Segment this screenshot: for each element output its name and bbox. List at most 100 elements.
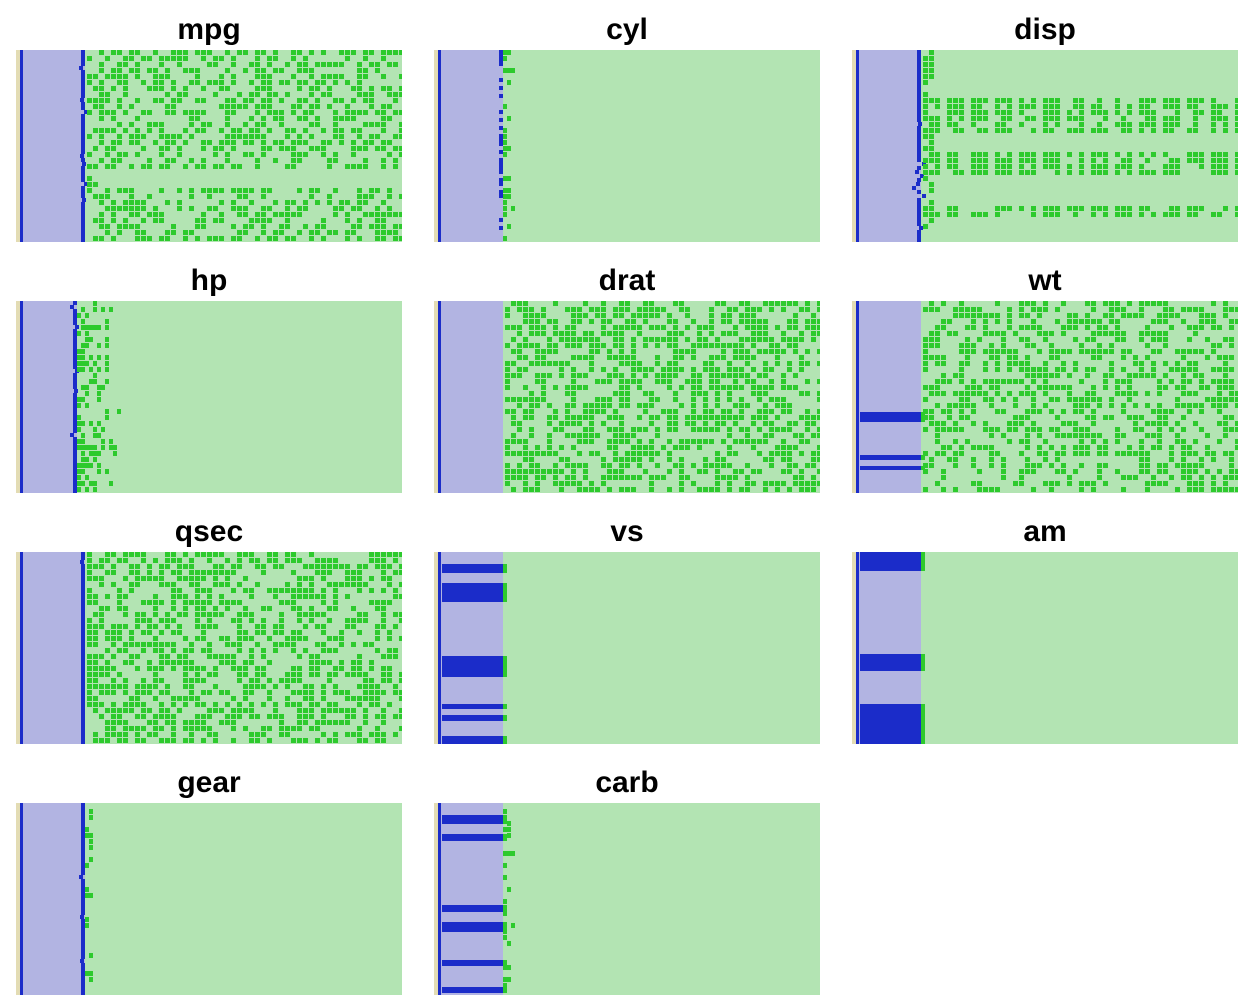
green-cell — [123, 702, 128, 707]
green-cell — [1199, 110, 1204, 115]
green-cell — [1229, 427, 1234, 432]
boundary-cell — [81, 660, 85, 664]
green-cell — [309, 672, 314, 677]
green-cell — [291, 152, 296, 157]
green-cell — [571, 313, 576, 318]
green-cell — [715, 469, 720, 474]
boundary-cell — [81, 987, 85, 991]
green-cell — [207, 690, 212, 695]
green-cell — [923, 355, 928, 360]
green-cell — [99, 194, 104, 199]
green-cell — [285, 128, 290, 133]
green-cell — [757, 439, 762, 444]
green-cell — [953, 403, 958, 408]
green-cell — [1007, 128, 1012, 133]
green-cell — [297, 158, 302, 163]
green-cell — [739, 409, 744, 414]
green-cell — [553, 415, 558, 420]
green-cell — [505, 445, 510, 450]
green-cell — [243, 726, 248, 731]
green-cell — [1013, 481, 1018, 486]
green-cell — [637, 385, 642, 390]
green-cell — [1181, 373, 1186, 378]
band-edge — [503, 715, 507, 721]
green-cell — [959, 128, 964, 133]
left-region — [20, 552, 85, 744]
green-cell — [763, 361, 768, 366]
green-cell — [673, 361, 678, 366]
green-cell — [213, 236, 218, 241]
green-cell — [1139, 110, 1144, 115]
green-cell — [517, 349, 522, 354]
green-cell — [1043, 212, 1048, 217]
green-cell — [101, 385, 105, 390]
green-cell — [99, 714, 104, 719]
green-cell — [959, 116, 964, 121]
green-cell — [129, 702, 134, 707]
green-cell — [619, 427, 624, 432]
green-cell — [935, 164, 940, 169]
green-cell — [1133, 361, 1138, 366]
green-cell — [565, 385, 570, 390]
green-cell — [1025, 337, 1030, 342]
green-cell — [399, 552, 402, 557]
green-cell — [1103, 349, 1108, 354]
green-cell — [1007, 349, 1012, 354]
green-cell — [315, 594, 320, 599]
green-cell — [1145, 421, 1150, 426]
green-cell — [1109, 319, 1114, 324]
green-cell — [1223, 206, 1228, 211]
boundary-cell — [81, 190, 85, 194]
green-cell — [953, 152, 958, 157]
green-cell — [751, 445, 756, 450]
green-cell — [93, 427, 97, 432]
green-cell — [535, 481, 540, 486]
green-cell — [375, 738, 380, 743]
green-cell — [1037, 367, 1042, 372]
green-cell — [297, 116, 302, 121]
green-cell — [505, 373, 510, 378]
boundary-cell — [81, 226, 85, 230]
green-cell — [315, 672, 320, 677]
green-cell — [947, 379, 952, 384]
green-cell — [105, 110, 110, 115]
green-cell — [381, 708, 386, 713]
green-cell — [183, 56, 188, 61]
green-cell — [787, 445, 792, 450]
green-cell — [733, 373, 738, 378]
green-cell — [249, 588, 254, 593]
green-cell — [1103, 212, 1108, 217]
green-cell — [601, 343, 606, 348]
green-cell — [1151, 349, 1156, 354]
green-cell — [751, 439, 756, 444]
green-cell — [1127, 301, 1132, 306]
green-cell — [165, 654, 170, 659]
green-cell — [297, 618, 302, 623]
green-cell — [225, 140, 230, 145]
green-cell — [703, 403, 708, 408]
green-cell — [1073, 397, 1078, 402]
green-cell — [159, 630, 164, 635]
boundary-cell — [81, 158, 85, 162]
green-cell — [89, 809, 93, 814]
heatmap-hp — [16, 301, 402, 493]
green-cell — [285, 678, 290, 683]
green-cell — [87, 654, 92, 659]
green-cell — [1199, 349, 1204, 354]
green-cell — [619, 433, 624, 438]
green-cell — [159, 570, 164, 575]
green-cell — [613, 355, 618, 360]
green-cell — [1211, 481, 1216, 486]
green-cell — [983, 427, 988, 432]
green-cell — [769, 421, 774, 426]
green-cell — [273, 110, 278, 115]
green-cell — [507, 50, 511, 55]
green-cell — [357, 666, 362, 671]
green-cell — [709, 409, 714, 414]
green-cell — [929, 146, 934, 151]
green-cell — [565, 337, 570, 342]
green-cell — [93, 373, 97, 378]
green-cell — [165, 684, 170, 689]
green-cell — [613, 313, 618, 318]
green-cell — [135, 570, 140, 575]
